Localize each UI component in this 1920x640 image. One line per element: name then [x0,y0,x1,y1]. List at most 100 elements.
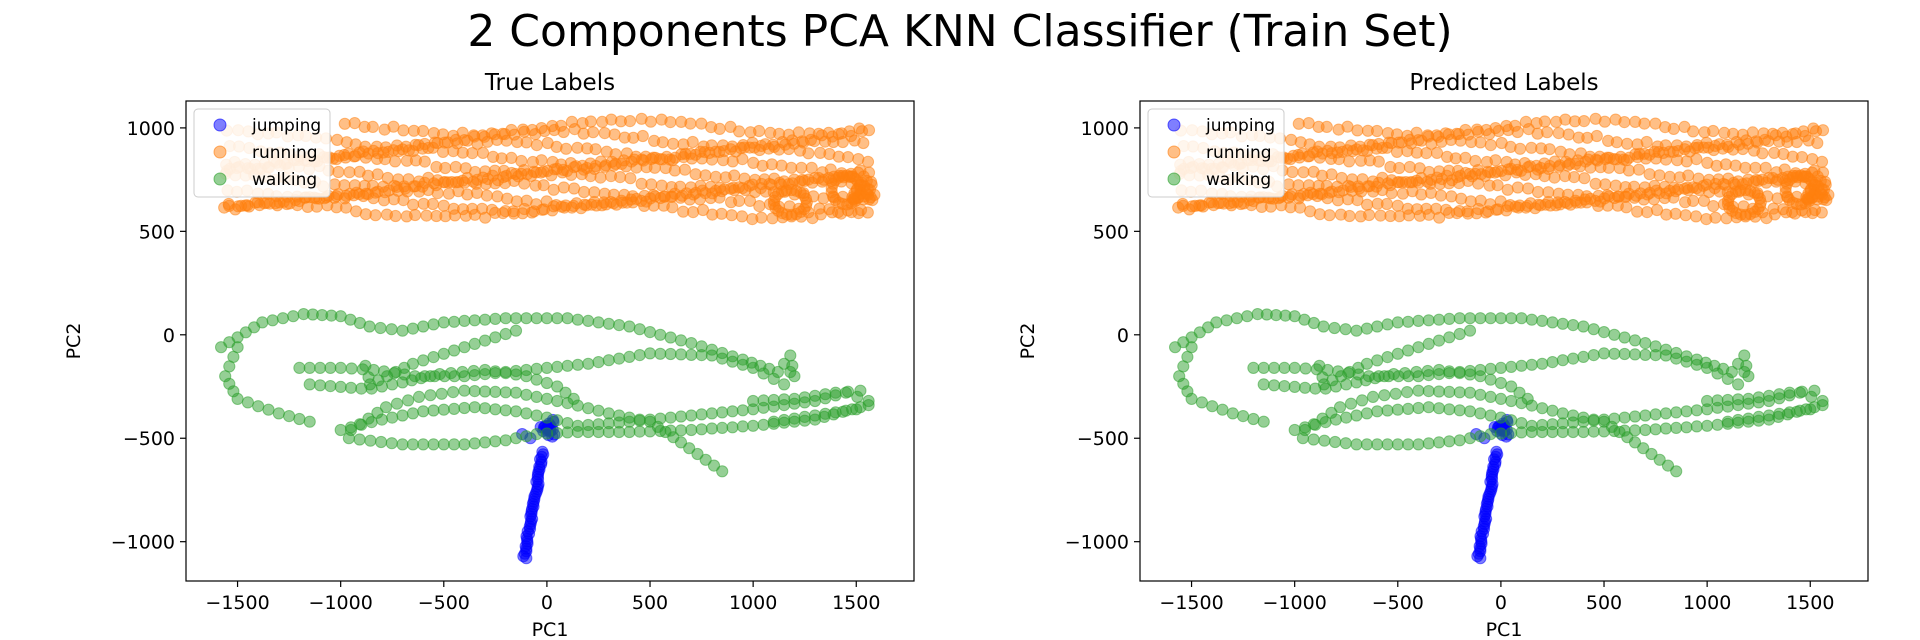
point-running [1641,206,1654,219]
point-walking [448,438,461,451]
point-walking [364,434,377,447]
point-running [1412,176,1425,189]
point-walking [1494,312,1508,325]
point-running [1392,176,1406,189]
point-walking [1639,409,1652,422]
point-walking [567,392,580,405]
point-walking [458,384,471,397]
legend-label-running: running [1206,143,1272,163]
point-walking [1268,379,1281,392]
y-tick-label: −500 [123,428,175,450]
point-running [857,136,870,150]
point-running [1541,126,1554,139]
point-walking [778,378,791,391]
point-walking [1773,388,1786,401]
point-walking [1513,386,1526,399]
point-walking [1618,411,1631,424]
point-running [1682,169,1695,182]
point-walking [489,312,502,325]
point-running [1716,142,1729,155]
point-running [448,209,461,222]
point-walking [1360,407,1374,420]
point-walking [1247,412,1260,426]
point-walking [499,327,512,341]
point-running [1637,193,1650,206]
point-running [644,115,657,128]
point-running [1768,208,1781,221]
point-running [1320,120,1333,134]
point-running [645,178,658,191]
point-walking [778,393,791,406]
point-running [567,199,580,212]
point-running [1385,187,1398,200]
point-walking [1546,356,1559,369]
point-walking [1299,362,1312,375]
point-walking [1463,405,1477,418]
point-walking [456,365,469,379]
point-walking [633,413,646,426]
point-walking [1670,421,1683,434]
point-walking [1732,393,1745,406]
point-walking [726,355,739,368]
point-running [1563,157,1576,170]
point-running [630,161,643,174]
point-walking [344,381,358,394]
point-walking [371,406,384,419]
point-running [1750,173,1763,187]
point-walking [1484,428,1497,441]
point-walking [1680,421,1693,434]
point-walking [379,401,393,414]
point-walking [1317,320,1330,333]
point-walking [784,349,797,362]
point-walking [1443,385,1456,398]
point-running [1802,187,1815,200]
point-running [1687,194,1700,207]
point-walking [437,316,450,329]
point-running [578,198,591,211]
point-running [1679,209,1692,222]
point-walking [1690,358,1703,371]
point-walking [1453,386,1466,399]
point-walking [1649,423,1662,436]
point-walking [1340,411,1353,424]
point-running [1669,207,1682,220]
point-walking [406,407,419,420]
point-walking [1339,437,1352,450]
point-walking [674,410,688,423]
point-walking [435,387,448,400]
point-walking [685,409,698,422]
point-walking [530,362,543,375]
point-walking [1659,349,1673,362]
point-walking [654,328,667,341]
x-tick-label: 0 [541,592,553,614]
point-running [724,143,737,156]
point-walking [231,392,244,405]
point-running [489,206,502,219]
point-walking [1484,390,1497,403]
point-walking [1608,328,1621,341]
point-running [1370,142,1383,155]
point-walking [1556,354,1569,367]
point-running [725,209,738,222]
point-running [1754,199,1767,212]
point-walking [1432,334,1446,347]
point-running [1311,189,1324,203]
point-running [332,165,345,179]
point-running [1667,122,1680,135]
point-walking [1505,427,1518,440]
point-walking [1356,394,1369,407]
point-walking [736,404,749,417]
point-walking [1318,434,1331,447]
point-walking [757,394,770,407]
point-running [686,135,699,149]
point-walking [427,318,440,331]
point-walking [1432,402,1446,415]
point-walking [417,320,430,333]
point-walking [1628,436,1642,449]
point-walking [437,347,450,360]
point-walking [1371,438,1384,451]
point-walking [1230,312,1244,325]
point-running [1682,184,1695,197]
point-running [848,187,861,200]
point-running [1610,136,1623,149]
